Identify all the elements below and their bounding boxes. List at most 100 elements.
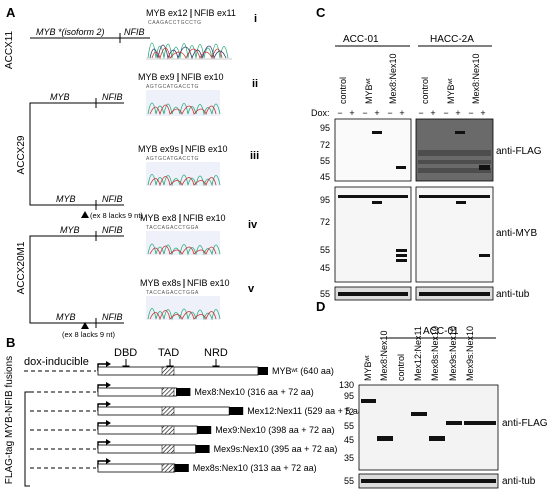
mw-marker: 35 [344, 453, 354, 463]
tad-region [161, 463, 175, 473]
lane-label: Mex8s:Nex10 [430, 326, 440, 381]
dox-sign: − [337, 108, 342, 118]
nfib-segment [197, 426, 212, 434]
lane-label: Mex8:Nex10 [379, 330, 389, 381]
group-label-accx11: ACCX11 [4, 30, 15, 69]
seq-label-myb: MYB ex12 [146, 8, 188, 18]
seq-label-nfib: NFIB ex11 [194, 8, 236, 18]
gene-nfib: NFIB [124, 27, 145, 37]
dox-sign: − [418, 108, 423, 118]
blot-label-tub-d: anti-tub [502, 476, 536, 487]
cell-line-acc01-d: ACC-01 [423, 326, 459, 337]
group-label-accx20m1: ACCX20M1 [16, 241, 27, 294]
lane-label: Mex8:Nex10 [388, 53, 398, 104]
fusion-bracket [24, 391, 30, 487]
sequence-text: TACCAGACCTGGA [146, 225, 199, 231]
lane-label: Mex8:Nex10 [471, 53, 481, 104]
gene-myb: MYB [60, 225, 80, 235]
seq-label-myb: MYB ex8s [140, 278, 182, 288]
mw-marker: 45 [320, 263, 330, 273]
dox-sign: − [468, 108, 473, 118]
gene-myb: MYB [50, 92, 70, 102]
blot-flag-acc01 [334, 118, 412, 182]
dox-sign: − [362, 108, 367, 118]
construct-list: MYBʷᵗ (640 aa) Mex8:Nex10 (316 aa + 72 aa… [24, 361, 366, 473]
dox-sign: − [387, 108, 392, 118]
group-label-accx29: ACCX29 [16, 135, 27, 174]
chromatogram [147, 102, 221, 116]
dox-label: Dox: [311, 108, 330, 118]
dox-sign: + [430, 108, 435, 118]
bracket-accx20m1 [29, 235, 36, 324]
lane-labels: MYBʷᵗ Mex8:Nex10 control Mex12:Nex11 Mex8s:N… [363, 326, 475, 381]
panel-label-a: A [6, 5, 16, 20]
row-roman-i: i [254, 13, 257, 25]
domain-tad: TAD [158, 347, 179, 359]
chromatogram [147, 174, 221, 187]
seq-label-myb: MYB ex9s [138, 144, 180, 154]
dox-sign: + [480, 108, 485, 118]
gene-nfib: NFIB [102, 225, 123, 235]
construct-row: Mex9s:Nex10 (395 aa + 72 aa) [30, 439, 337, 454]
nfib-segment [229, 407, 244, 415]
sequence-text: AGTGCATGACCTG [146, 156, 199, 162]
side-label: FLAG-tag MYB-NFIB fusions [4, 356, 15, 484]
seq-label-nfib: NFIB ex10 [183, 213, 226, 223]
row-roman-ii: ii [252, 78, 258, 90]
blot-myb-hacc2a [415, 186, 494, 283]
sequence-text: CAAGACCTGCCTG [148, 20, 202, 26]
mw-marker: 45 [344, 435, 354, 445]
lane-label: control [338, 77, 348, 104]
lane-label: Mex9s:Nex10 [448, 326, 458, 381]
myb-segment [97, 366, 259, 376]
mw-marker: 55 [344, 421, 354, 431]
mw-marker: 72 [320, 217, 330, 227]
panel-d: ACC-01 MYBʷᵗ Mex8:Nex10 control Mex12:Nex11… [339, 326, 548, 489]
dox-sign: + [455, 108, 460, 118]
panel-b: FLAG-tag MYB-NFIB fusions dox-inducible … [4, 347, 366, 487]
mw-marker: 45 [320, 172, 330, 182]
domain-nrd: NRD [204, 347, 228, 359]
tad-region [161, 406, 175, 416]
gene-myb: MYB *(isoform 2) [36, 27, 105, 37]
dox-sign: + [349, 108, 354, 118]
gene-myb: MYB [56, 194, 76, 204]
blot-label-tub: anti-tub [496, 289, 530, 300]
construct-row: Mex9:Nex10 (398 aa + 72 aa) [30, 420, 335, 435]
row-iv: MYB NFIB MYB ex8 NFIB ex10 TACCAGACCTGGA… [36, 213, 258, 256]
mw-marker: 95 [344, 391, 354, 401]
mw-marker: 95 [320, 195, 330, 205]
construct-label: Mex9:Nex10 (398 aa + 72 aa) [215, 425, 334, 435]
row-roman-v: v [248, 283, 255, 295]
gene-nfib: NFIB [102, 312, 123, 322]
mw-marker: 130 [339, 380, 354, 390]
lane-label: control [396, 354, 406, 381]
seq-label-nfib: NFIB ex10 [181, 72, 224, 82]
nfib-segment [195, 445, 210, 453]
tad-region [161, 425, 175, 435]
construct-row: Mex8s:Nex10 (313 aa + 72 aa) [30, 458, 317, 473]
gene-nfib: NFIB [102, 194, 123, 204]
tad-region [161, 444, 175, 454]
construct-row: MYBʷᵗ (640 aa) [24, 361, 334, 376]
construct-label: Mex8:Nex10 (316 aa + 72 aa) [194, 387, 313, 397]
markers: 95 72 55 45 95 72 55 45 55 [320, 123, 330, 299]
lane-label: control [420, 77, 430, 104]
row-roman-iv: iv [248, 219, 258, 231]
blot-label-flag-d: anti-FLAG [502, 418, 548, 429]
cell-line-acc01: ACC-01 [343, 34, 379, 45]
tad-region [161, 387, 175, 397]
deletion-marker [81, 322, 89, 329]
dox-signs: − + − + − + − + − + − + [337, 108, 485, 118]
mw-marker: 55 [320, 245, 330, 255]
mw-marker: 55 [344, 476, 354, 486]
mw-marker: 95 [320, 123, 330, 133]
row-v: MYB NFIB (ex 8 lacks 9 nt) MYB ex8s NFIB… [36, 278, 255, 339]
tad-region [161, 366, 175, 376]
bracket-accx29 [29, 102, 36, 206]
dox-sign: + [399, 108, 404, 118]
construct-label: Mex8s:Nex10 (313 aa + 72 aa) [193, 463, 317, 473]
chromatogram [147, 243, 221, 256]
